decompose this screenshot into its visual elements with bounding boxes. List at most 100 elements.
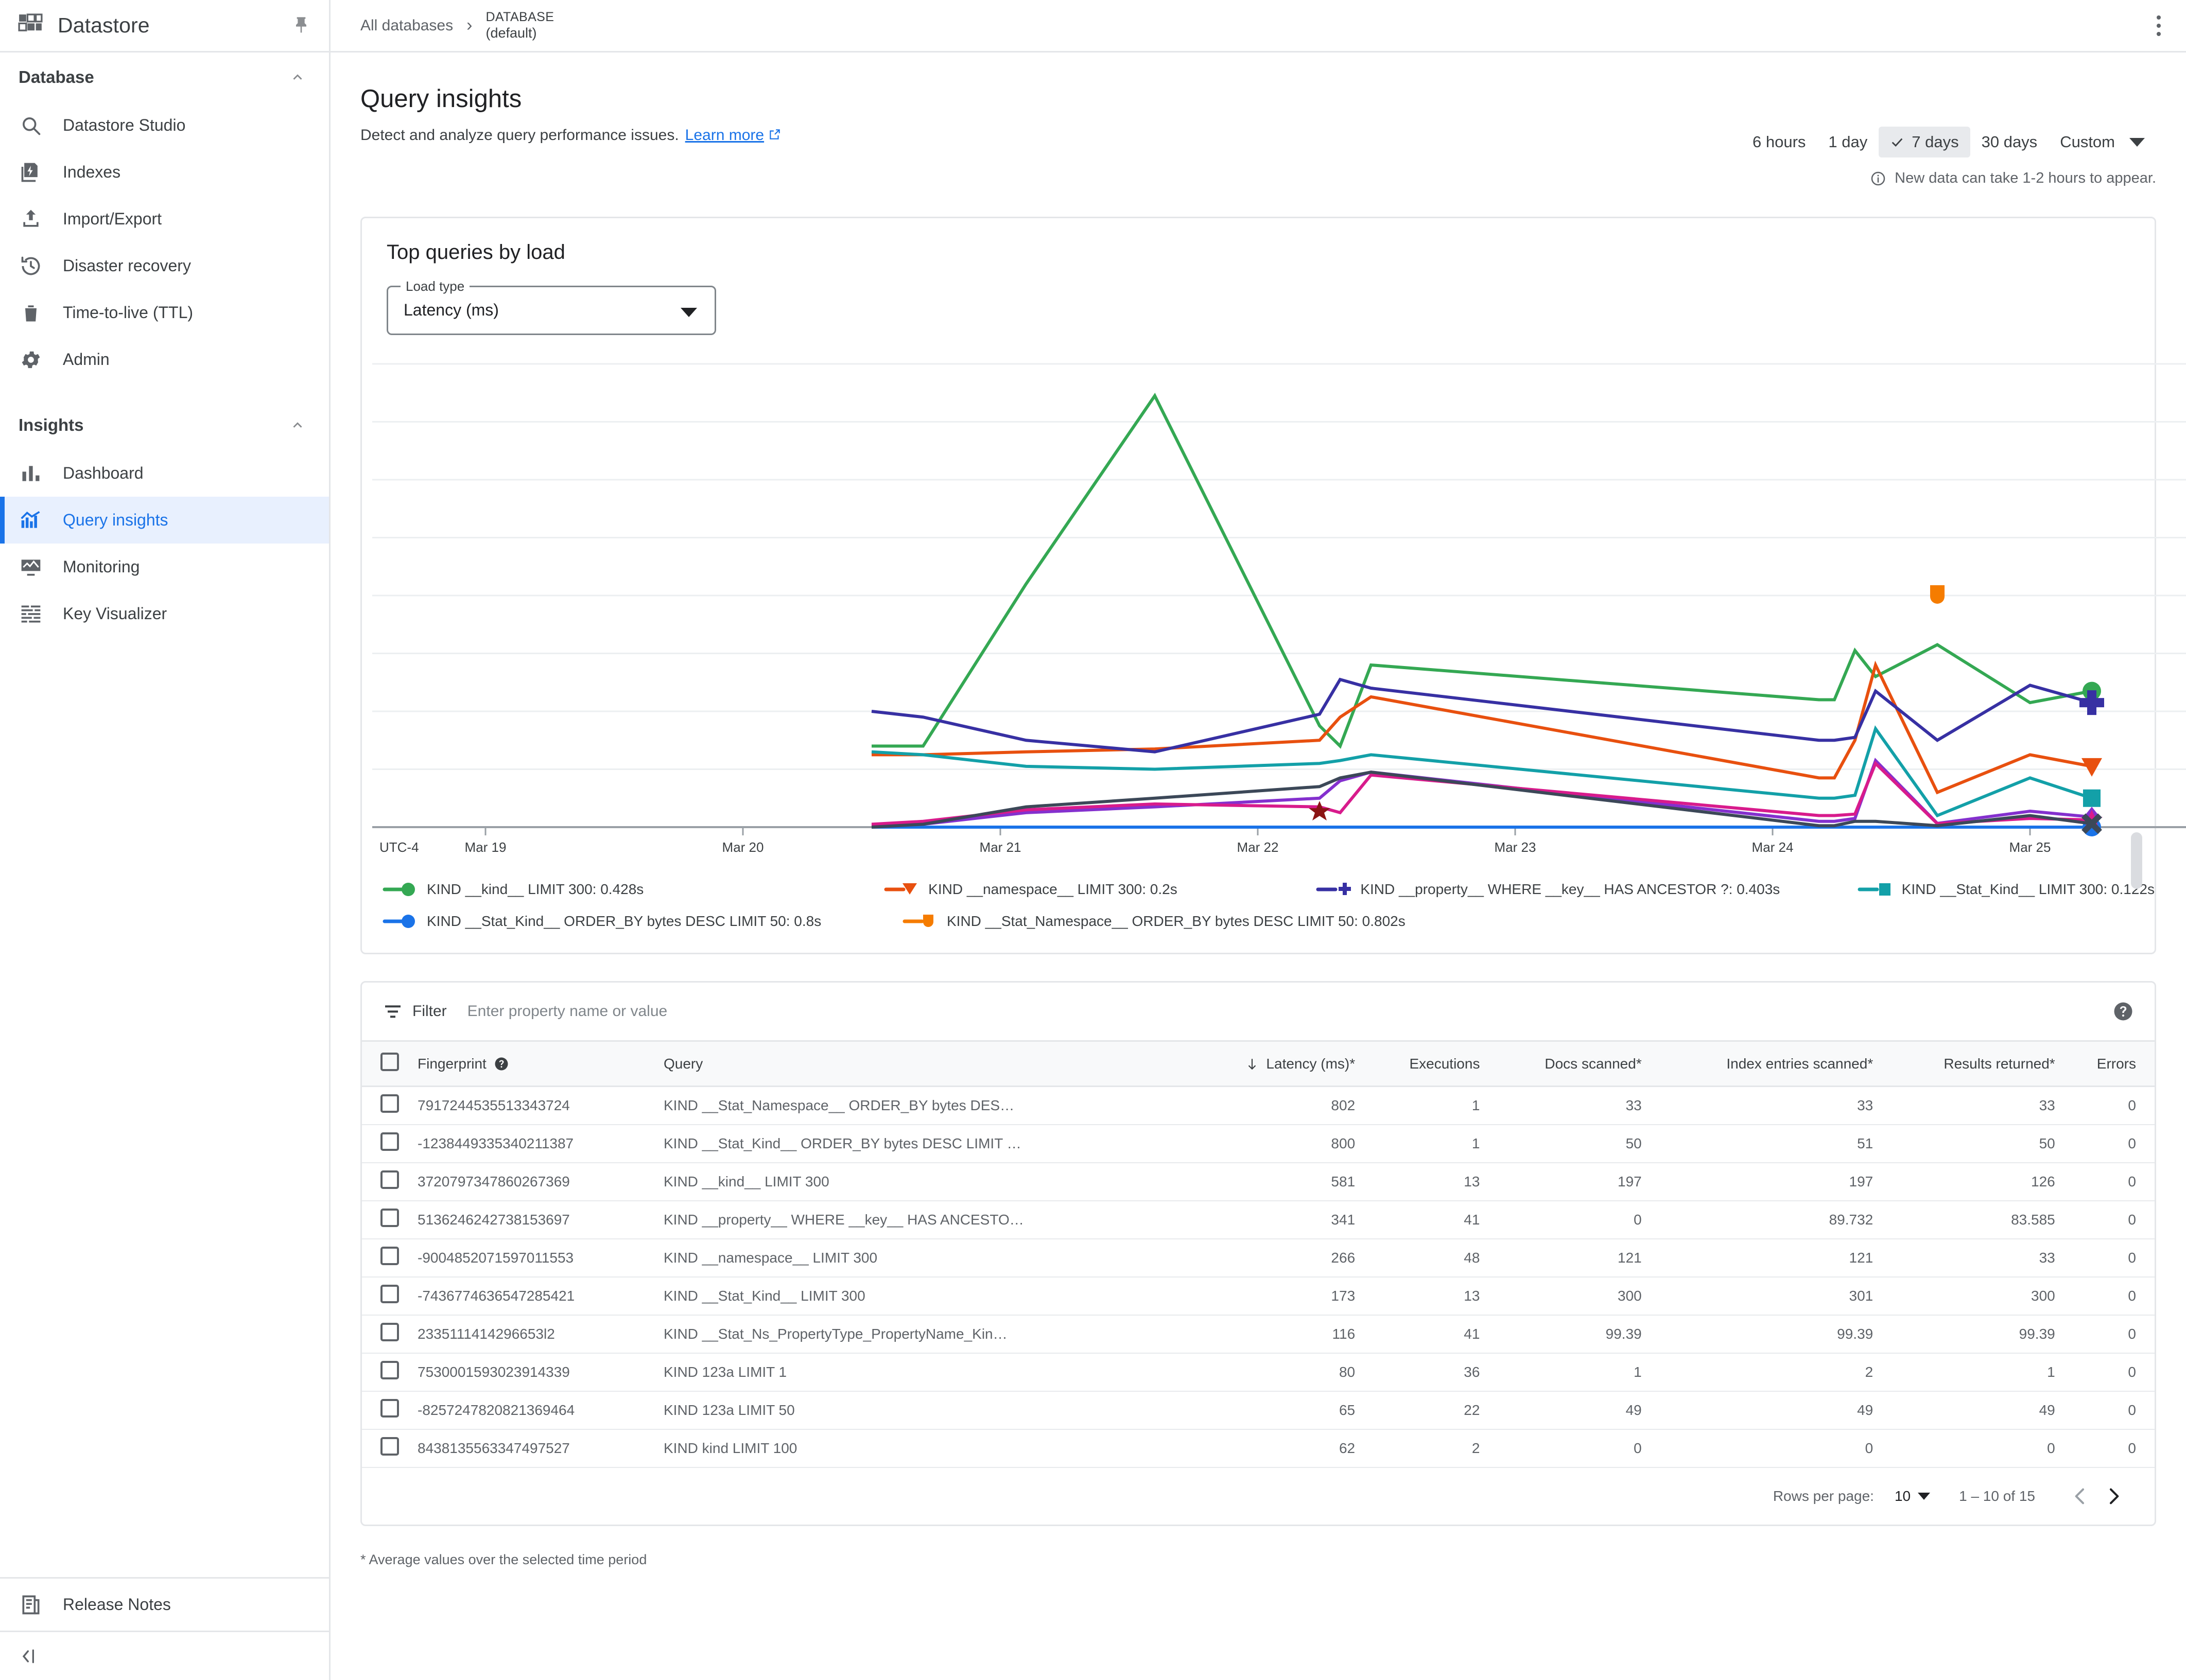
cell-index-entries-scanned: 51 [1857,1135,1873,1151]
table-row[interactable]: -7436774636547285421 KIND __Stat_Kind__ L… [362,1277,2155,1315]
time-range-6-hours[interactable]: 6 hours [1753,133,1806,151]
header-index-entries-scanned[interactable]: Index entries scanned* [1660,1040,1892,1087]
header-errors[interactable]: Errors [2073,1040,2155,1087]
row-checkbox-cell[interactable] [362,1201,418,1239]
filter-icon[interactable] [383,1001,403,1022]
row-checkbox-cell[interactable] [362,1163,418,1201]
row-checkbox[interactable] [380,1094,399,1113]
sidebar-section-label: Database [19,67,94,86]
time-range-custom[interactable]: Custom [2049,127,2156,157]
row-checkbox[interactable] [380,1132,399,1151]
row-checkbox[interactable] [380,1361,399,1379]
load-type-select[interactable]: Load type Latency (ms) [387,278,716,335]
table-row[interactable]: -1238449335340211387 KIND __Stat_Kind__ O… [362,1125,2155,1163]
rows-per-page-select[interactable]: 10 [1895,1488,1931,1504]
row-checkbox[interactable] [380,1399,399,1417]
header-select-all[interactable] [362,1040,418,1087]
legend-item-property[interactable]: KIND __property__ WHERE __key__ HAS ANCE… [1316,879,1857,900]
header-latency[interactable]: Latency (ms)* [1194,1040,1374,1087]
time-range-7-days[interactable]: 7 days [1879,127,1970,157]
page-subtitle-row: Detect and analyze query performance iss… [360,127,2156,187]
time-range-1-day[interactable]: 1 day [1828,133,1868,151]
table-row[interactable]: 5136246242738153697 KIND __property__ WHE… [362,1201,2155,1239]
legend-item-namespace[interactable]: KIND __namespace__ LIMIT 300: 0.2s [884,879,1316,900]
row-checkbox-cell[interactable] [362,1277,418,1315]
table-row[interactable]: 8438135563347497527 KIND kind LIMIT 100 62… [362,1429,2155,1467]
help-circle-icon[interactable] [494,1056,509,1072]
sidebar-item-release-notes[interactable]: Release Notes [0,1577,329,1631]
row-checkbox-cell[interactable] [362,1125,418,1163]
sidebar-item-import-export[interactable]: Import/Export [0,196,329,242]
cell-results-returned: 0 [2047,1440,2055,1456]
chevron-left-icon[interactable] [2064,1480,2097,1513]
row-checkbox[interactable] [380,1285,399,1303]
learn-more-link[interactable]: Learn more [685,127,765,144]
sidebar: Datastore Database Datastore Studio [0,0,331,1680]
help-circle-icon[interactable] [2112,1001,2134,1022]
sidebar-section-insights[interactable]: Insights [0,400,329,450]
sidebar-item-admin[interactable]: Admin [0,336,329,383]
sidebar-item-dashboard[interactable]: Dashboard [0,450,329,497]
select-all-checkbox[interactable] [380,1053,399,1071]
sidebar-item-indexes[interactable]: Indexes [0,149,329,196]
table-row[interactable]: 7917244535513343724 KIND __Stat_Namespace… [362,1087,2155,1125]
chevron-up-icon[interactable] [289,68,306,86]
row-checkbox-cell[interactable] [362,1353,418,1391]
sidebar-item-key-visualizer[interactable]: Key Visualizer [0,590,329,637]
sidebar-item-time-to-live[interactable]: Time-to-live (TTL) [0,289,329,336]
load-type-label: Load type [401,278,470,294]
table-row[interactable]: 7530001593023914339 KIND 123a LIMIT 1 80 36… [362,1353,2155,1391]
header-executions[interactable]: Executions [1374,1040,1499,1087]
row-checkbox[interactable] [380,1323,399,1341]
legend-item-stat-kind-order[interactable]: KIND __Stat_Kind__ ORDER_BY bytes DESC L… [383,911,903,932]
chevron-down-icon [2129,137,2145,147]
header-fingerprint[interactable]: Fingerprint [418,1040,664,1087]
chart-legend-scrollbar[interactable] [2131,832,2142,889]
table-row[interactable]: -8257247820821369464 KIND 123a LIMIT 50 65… [362,1391,2155,1429]
data-delay-note: New data can take 1-2 hours to appear. [1870,170,2156,187]
row-checkbox-cell[interactable] [362,1087,418,1125]
key-visualizer-icon [19,602,43,626]
sidebar-item-disaster-recovery[interactable]: Disaster recovery [0,242,329,289]
chart-line-d81b8c [871,760,2092,826]
sidebar-item-query-insights[interactable]: Query insights [0,497,329,544]
pin-icon[interactable] [291,15,311,36]
row-checkbox-cell[interactable] [362,1239,418,1277]
row-checkbox-cell[interactable] [362,1429,418,1467]
table-row[interactable]: 2335111414296653l2 KIND __Stat_Ns_Propert… [362,1315,2155,1353]
x-axis-tick-label: Mar 23 [1495,839,1536,855]
chevron-right-icon[interactable] [2097,1480,2130,1513]
sidebar-section-database[interactable]: Database [0,52,329,102]
chevron-up-icon[interactable] [289,416,306,434]
sidebar-item-label: Time-to-live (TTL) [63,303,194,322]
header-label: Query [663,1055,703,1072]
legend-label: KIND __property__ WHERE __key__ HAS ANCE… [1360,881,1780,897]
sidebar-item-datastore-studio[interactable]: Datastore Studio [0,102,329,149]
row-checkbox[interactable] [380,1247,399,1265]
sidebar-item-monitoring[interactable]: Monitoring [0,544,329,590]
row-checkbox-cell[interactable] [362,1315,418,1353]
legend-item-kind[interactable]: KIND __kind__ LIMIT 300: 0.428s [383,879,884,900]
table-row[interactable]: 3720797347860267369 KIND __kind__ LIMIT 3… [362,1163,2155,1201]
legend-item-stat-kind-300[interactable]: KIND __Stat_Kind__ LIMIT 300: 0.122s [1858,879,2155,900]
kebab-menu-icon[interactable] [2153,15,2164,36]
row-checkbox[interactable] [380,1437,399,1456]
breadcrumb-all-databases[interactable]: All databases [360,16,454,34]
row-checkbox[interactable] [380,1209,399,1227]
filter-input[interactable]: Enter property name or value [467,1003,668,1020]
legend-marker-shield-orange [903,911,941,932]
header-docs-scanned[interactable]: Docs scanned* [1498,1040,1660,1087]
cell-results-returned: 126 [2031,1173,2055,1189]
row-checkbox-cell[interactable] [362,1391,418,1429]
cell-executions: 2 [1471,1440,1480,1456]
legend-item-stat-namespace-order[interactable]: KIND __Stat_Namespace__ ORDER_BY bytes D… [903,911,1406,932]
time-range-30-days[interactable]: 30 days [1981,133,2038,151]
cell-latency: 266 [1331,1249,1356,1266]
cell-query: KIND kind LIMIT 100 [663,1440,797,1456]
collapse-panel-button[interactable] [0,1631,329,1680]
row-checkbox[interactable] [380,1170,399,1189]
external-link-icon [768,128,782,141]
header-query[interactable]: Query [663,1040,1194,1087]
header-results-returned[interactable]: Results returned* [1892,1040,2074,1087]
table-row[interactable]: -9004852071597011553 KIND __namespace__ L… [362,1239,2155,1277]
